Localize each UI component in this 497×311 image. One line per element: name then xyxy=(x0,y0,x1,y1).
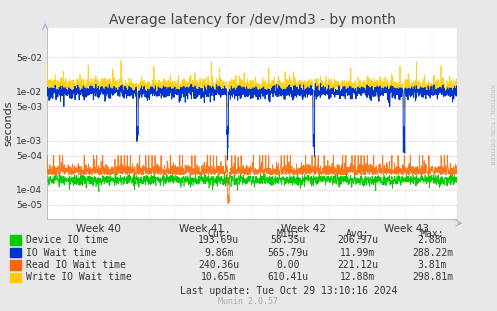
Text: RRDTOOL / TOBI OETIKER: RRDTOOL / TOBI OETIKER xyxy=(490,84,495,165)
Text: Max:: Max: xyxy=(420,229,444,239)
Title: Average latency for /dev/md3 - by month: Average latency for /dev/md3 - by month xyxy=(109,13,396,27)
Text: 9.86m: 9.86m xyxy=(204,248,234,258)
Text: 58.35u: 58.35u xyxy=(271,235,306,245)
Text: Read IO Wait time: Read IO Wait time xyxy=(26,260,126,270)
Text: 12.88m: 12.88m xyxy=(340,272,375,282)
Text: Min:: Min: xyxy=(276,229,300,239)
Text: Cur:: Cur: xyxy=(207,229,231,239)
Text: 0.00: 0.00 xyxy=(276,260,300,270)
Text: Write IO Wait time: Write IO Wait time xyxy=(26,272,132,282)
Text: Munin 2.0.57: Munin 2.0.57 xyxy=(219,297,278,306)
Text: 193.69u: 193.69u xyxy=(198,235,239,245)
Text: 2.88m: 2.88m xyxy=(417,235,447,245)
Text: 3.81m: 3.81m xyxy=(417,260,447,270)
Text: Device IO time: Device IO time xyxy=(26,235,108,245)
Text: 11.99m: 11.99m xyxy=(340,248,375,258)
Text: 298.81m: 298.81m xyxy=(412,272,453,282)
Text: Avg:: Avg: xyxy=(346,229,370,239)
Text: 610.41u: 610.41u xyxy=(268,272,309,282)
Text: Last update: Tue Oct 29 13:10:16 2024: Last update: Tue Oct 29 13:10:16 2024 xyxy=(179,286,397,296)
Text: 240.36u: 240.36u xyxy=(198,260,239,270)
Text: 288.22m: 288.22m xyxy=(412,248,453,258)
Text: 10.65m: 10.65m xyxy=(201,272,236,282)
Text: 221.12u: 221.12u xyxy=(337,260,378,270)
Y-axis label: seconds: seconds xyxy=(3,101,13,146)
Text: 565.79u: 565.79u xyxy=(268,248,309,258)
Text: 206.97u: 206.97u xyxy=(337,235,378,245)
Text: IO Wait time: IO Wait time xyxy=(26,248,96,258)
